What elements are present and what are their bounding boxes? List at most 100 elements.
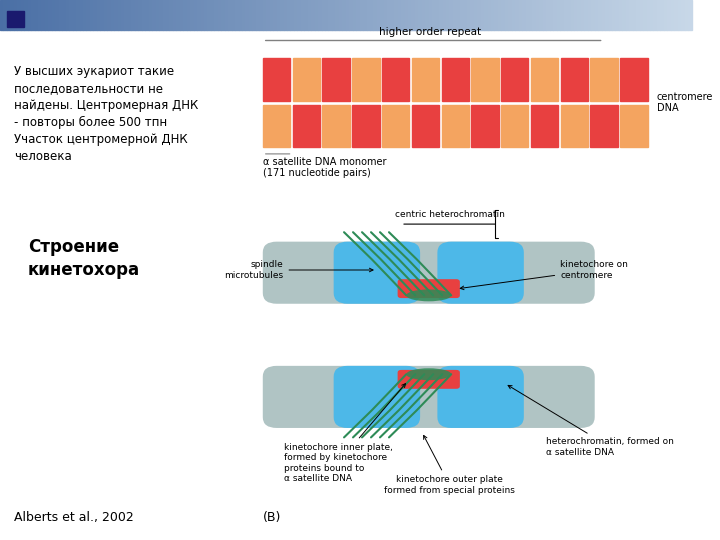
Bar (561, 58, 588, 100)
Bar (114, 0, 117, 30)
Bar (276, 0, 280, 30)
Bar (382, 58, 410, 100)
Bar (526, 0, 529, 30)
Bar (512, 0, 516, 30)
Bar (531, 105, 558, 147)
Bar (4, 0, 7, 30)
Bar (186, 0, 190, 30)
Bar (156, 0, 159, 30)
Bar (436, 0, 439, 30)
FancyBboxPatch shape (333, 366, 420, 428)
Bar (501, 105, 528, 147)
Text: spindle
microtubules: spindle microtubules (225, 260, 373, 280)
Bar (325, 0, 328, 30)
FancyBboxPatch shape (333, 241, 420, 303)
Bar (639, 0, 643, 30)
Bar (346, 0, 349, 30)
Bar (284, 0, 287, 30)
Bar (249, 0, 253, 30)
Bar (484, 0, 487, 30)
Bar (428, 0, 432, 30)
Bar (323, 58, 350, 100)
Bar (422, 0, 426, 30)
Text: kinetochore outer plate
formed from special proteins: kinetochore outer plate formed from spec… (384, 435, 515, 495)
Bar (35, 0, 38, 30)
Bar (152, 0, 156, 30)
Bar (121, 0, 125, 30)
Text: centromere
DNA: centromere DNA (657, 92, 714, 113)
Bar (180, 0, 184, 30)
Bar (294, 0, 297, 30)
Bar (397, 0, 401, 30)
Bar (561, 105, 588, 147)
Bar (197, 0, 201, 30)
Bar (382, 105, 410, 147)
Bar (481, 0, 484, 30)
Bar (256, 0, 259, 30)
Bar (235, 0, 238, 30)
Bar (166, 0, 169, 30)
Bar (301, 0, 305, 30)
Bar (356, 0, 359, 30)
Bar (441, 105, 469, 147)
Bar (31, 0, 35, 30)
Bar (232, 0, 235, 30)
Text: kinetochore on
centromere: kinetochore on centromere (460, 260, 628, 289)
Bar (52, 0, 55, 30)
Text: α satellite DNA monomer
(171 nucleotide pairs): α satellite DNA monomer (171 nucleotide … (263, 157, 386, 178)
Bar (543, 0, 546, 30)
Bar (495, 0, 498, 30)
Bar (605, 0, 608, 30)
Text: Alberts et al., 2002: Alberts et al., 2002 (14, 511, 134, 524)
Bar (352, 58, 379, 100)
Bar (366, 0, 370, 30)
Ellipse shape (406, 289, 451, 301)
Bar (332, 0, 336, 30)
Bar (45, 0, 48, 30)
Bar (460, 0, 464, 30)
Bar (443, 0, 446, 30)
Bar (633, 0, 636, 30)
Bar (505, 0, 508, 30)
Bar (426, 0, 428, 30)
Bar (163, 0, 166, 30)
Bar (472, 58, 499, 100)
Bar (292, 58, 320, 100)
Bar (169, 0, 173, 30)
Bar (685, 0, 688, 30)
Bar (207, 0, 211, 30)
Bar (529, 0, 533, 30)
Bar (533, 0, 536, 30)
Bar (491, 0, 495, 30)
Bar (353, 0, 356, 30)
Bar (159, 0, 163, 30)
Bar (474, 0, 477, 30)
Bar (411, 0, 415, 30)
Bar (391, 0, 394, 30)
Bar (238, 0, 242, 30)
Bar (501, 58, 528, 100)
Bar (336, 0, 339, 30)
Bar (145, 0, 148, 30)
Bar (574, 0, 577, 30)
Bar (602, 0, 605, 30)
Bar (449, 0, 453, 30)
Bar (142, 0, 145, 30)
Bar (636, 0, 639, 30)
Bar (688, 0, 691, 30)
Bar (62, 0, 66, 30)
Bar (135, 0, 138, 30)
Bar (21, 0, 24, 30)
Bar (647, 0, 650, 30)
Bar (415, 0, 418, 30)
Bar (487, 0, 491, 30)
Bar (100, 0, 104, 30)
Bar (173, 0, 176, 30)
Bar (674, 0, 678, 30)
Bar (96, 0, 100, 30)
Bar (441, 58, 469, 100)
Bar (263, 0, 266, 30)
Bar (595, 0, 598, 30)
Bar (570, 0, 574, 30)
Bar (7, 0, 10, 30)
